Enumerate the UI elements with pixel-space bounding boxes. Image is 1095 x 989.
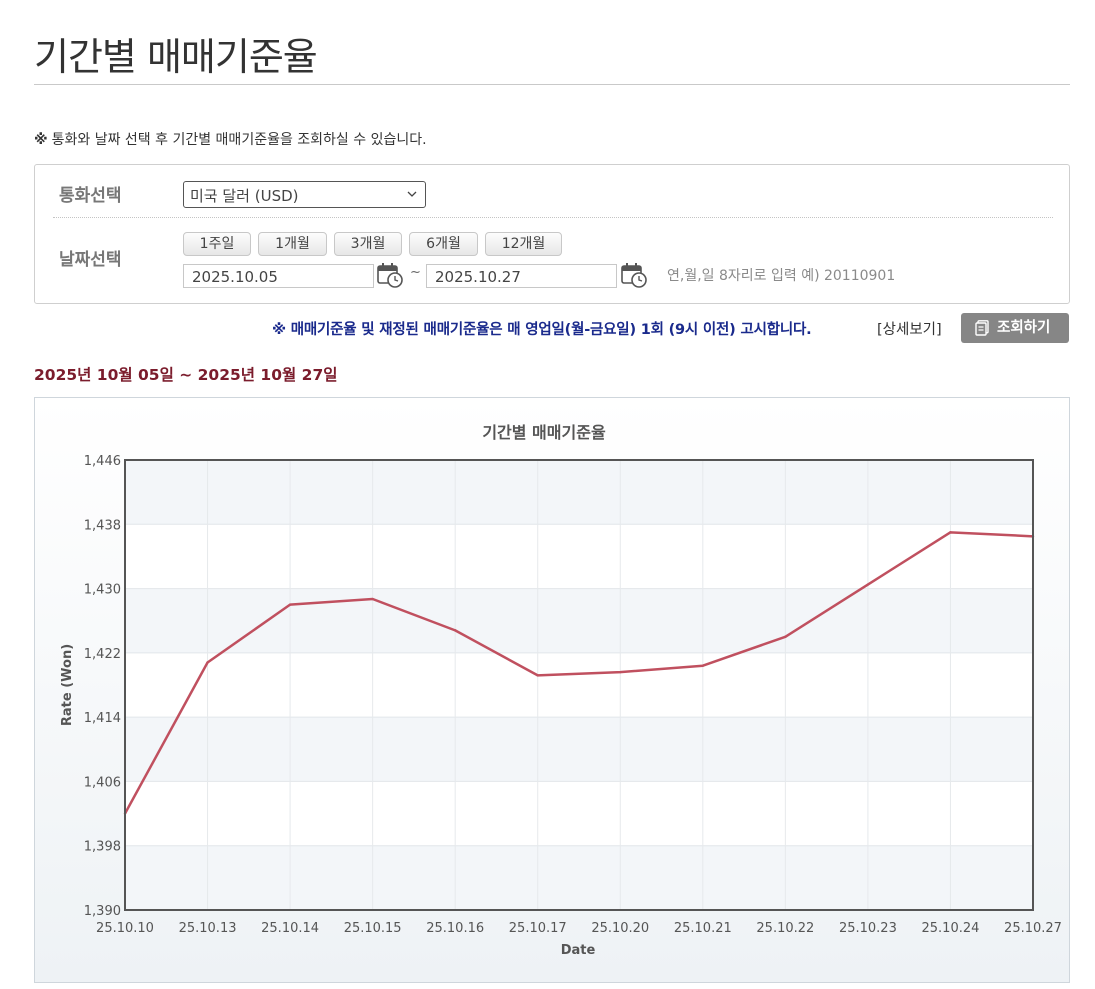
grid-band	[125, 717, 1033, 782]
x-tick-label: 25.10.22	[756, 921, 814, 936]
title-divider	[34, 84, 1070, 85]
start-date-input[interactable]: 2025.10.05	[183, 264, 374, 288]
period-3month-button[interactable]: 3개월	[334, 232, 402, 256]
grid-band	[125, 460, 1033, 525]
calendar-icon[interactable]	[377, 262, 403, 288]
currency-select-value: 미국 달러 (USD)	[190, 187, 299, 205]
currency-select[interactable]: 미국 달러 (USD)	[183, 181, 426, 208]
notice-mark: ※	[34, 132, 48, 148]
grid-band	[125, 588, 1033, 653]
x-tick-label: 25.10.10	[96, 921, 154, 936]
x-axis-title: Date	[561, 943, 596, 958]
data-point	[701, 664, 705, 667]
chevron-down-icon	[407, 191, 417, 197]
lookup-button[interactable]: 조회하기	[961, 313, 1069, 343]
end-date-input[interactable]: 2025.10.27	[426, 264, 617, 288]
x-tick-label: 25.10.14	[261, 921, 319, 936]
y-tick-label: 1,406	[84, 775, 121, 790]
page-title: 기간별 매매기준율	[34, 35, 318, 79]
x-tick-label: 25.10.13	[179, 921, 237, 936]
data-point	[206, 661, 209, 664]
y-tick-label: 1,438	[84, 518, 121, 533]
y-tick-label: 1,390	[84, 904, 121, 919]
y-tick-label: 1,414	[84, 711, 121, 726]
data-point	[866, 583, 870, 586]
x-tick-label: 25.10.27	[1004, 921, 1062, 936]
x-tick-label: 25.10.20	[591, 921, 649, 936]
grid-lines	[125, 460, 1033, 910]
data-point	[619, 670, 622, 674]
grid-band	[125, 845, 1033, 910]
y-tick-label: 1,422	[84, 647, 121, 662]
data-point	[288, 603, 292, 606]
data-point	[453, 629, 457, 632]
data-point	[371, 597, 374, 601]
x-tick-label: 25.10.23	[839, 921, 897, 936]
x-tick-label: 25.10.24	[922, 921, 980, 936]
x-tick-labels: 25.10.10 25.10.13 25.10.14 25.10.15 25.10.16…	[96, 921, 1062, 936]
document-icon	[975, 320, 989, 336]
date-label: 날짜선택	[59, 250, 122, 270]
y-axis-title: Rate (Won)	[60, 644, 75, 726]
period-12month-button[interactable]: 12개월	[485, 232, 562, 256]
lookup-button-label: 조회하기	[997, 320, 1051, 336]
y-tick-label: 1,398	[84, 840, 121, 855]
y-tick-labels: 1,390 1,398 1,406 1,414 1,422 1,430 1,438 1,446	[84, 454, 121, 919]
search-form: 통화선택 미국 달러 (USD) 날짜선택 1주일 1개월 3개월 6개월 12…	[34, 164, 1070, 304]
plot-frame	[124, 459, 1034, 911]
plot-area	[125, 460, 1033, 910]
row-divider	[53, 217, 1053, 218]
period-6month-button[interactable]: 6개월	[409, 232, 478, 256]
period-1month-button[interactable]: 1개월	[258, 232, 327, 256]
usage-notice: ※ 통화와 날짜 선택 후 기간별 매매기준율을 조회하실 수 있습니다.	[34, 129, 427, 149]
currency-label: 통화선택	[59, 186, 122, 206]
x-tick-label: 25.10.15	[344, 921, 402, 936]
notice-text: 통화와 날짜 선택 후 기간별 매매기준율을 조회하실 수 있습니다.	[51, 132, 427, 148]
rate-line-chart: 1,390 1,398 1,406 1,414 1,422 1,430 1,438 1,446…	[60, 423, 1062, 958]
y-tick-label: 1,446	[84, 454, 121, 469]
detail-link[interactable]: [상세보기]	[877, 322, 942, 338]
series-line	[123, 531, 1034, 815]
calendar-icon[interactable]	[621, 262, 647, 288]
period-1week-button[interactable]: 1주일	[183, 232, 251, 256]
y-tick-label: 1,430	[84, 583, 121, 598]
data-point	[949, 531, 952, 534]
date-range-separator: ~	[410, 265, 421, 280]
rate-chart-panel: 1,390 1,398 1,406 1,414 1,422 1,430 1,438 1,446…	[34, 397, 1070, 983]
x-tick-label: 25.10.16	[426, 921, 484, 936]
data-point	[536, 674, 539, 677]
data-point	[784, 635, 787, 638]
date-range-text: 2025년 10월 05일 ~ 2025년 10월 27일	[34, 366, 338, 384]
x-tick-label: 25.10.17	[509, 921, 567, 936]
chart-title: 기간별 매매기준율	[482, 423, 606, 442]
date-format-hint: 연,월,일 8자리로 입력 예) 20110901	[667, 268, 896, 284]
x-tick-label: 25.10.21	[674, 921, 732, 936]
rate-notice: ※ 매매기준율 및 재정된 매매기준율은 매 영업일(월-금요일) 1회 (9시…	[272, 322, 812, 338]
